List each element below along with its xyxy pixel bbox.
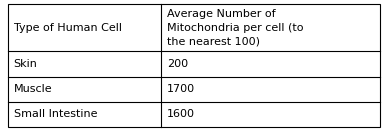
Text: Muscle: Muscle [14, 84, 52, 94]
Text: 200: 200 [167, 59, 188, 69]
Text: Small Intestine: Small Intestine [14, 109, 97, 119]
Text: 1600: 1600 [167, 109, 195, 119]
Text: Type of Human Cell: Type of Human Cell [14, 23, 121, 33]
Text: Average Number of
Mitochondria per cell (to
the nearest 100): Average Number of Mitochondria per cell … [167, 9, 303, 47]
Text: 1700: 1700 [167, 84, 195, 94]
Text: Skin: Skin [14, 59, 38, 69]
